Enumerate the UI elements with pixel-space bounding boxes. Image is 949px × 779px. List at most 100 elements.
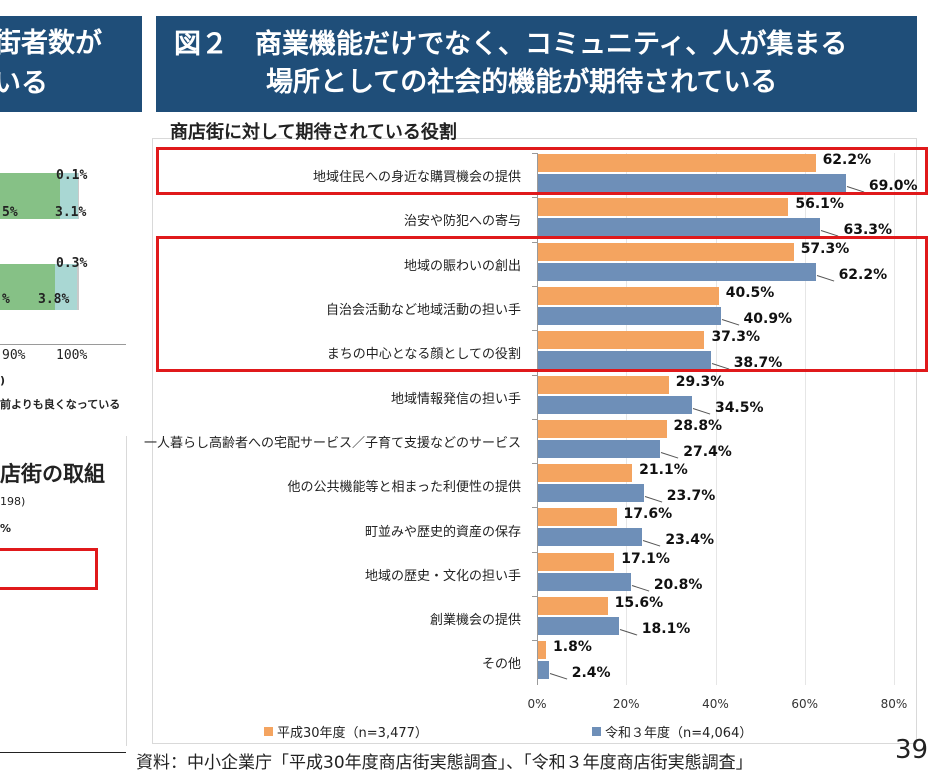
y-axis-line xyxy=(537,153,538,685)
category-label: 地域の賑わいの創出 xyxy=(403,258,521,274)
data-label-r3: 18.1% xyxy=(641,621,691,637)
legend-label-2: 令和３年度（n=4,064） xyxy=(605,726,753,741)
data-label-r3: 63.3% xyxy=(843,222,893,239)
chart-title: 商店街に対して期待されている役割 xyxy=(170,122,457,143)
left-bar-2-label-b: 3.8% xyxy=(38,292,70,307)
data-label-r3: 20.8% xyxy=(653,576,703,593)
left-bar-2-top-label: 0.3% xyxy=(56,256,88,271)
left-highlight-box xyxy=(0,548,98,590)
data-label-h30: 1.8% xyxy=(553,639,592,656)
x-tick-label-40: 40% xyxy=(702,696,729,711)
data-label-r3: 34.5% xyxy=(714,399,764,416)
x-tick-label-0: 0% xyxy=(527,696,547,711)
y-tick-8 xyxy=(532,507,537,509)
bar-h30 xyxy=(538,375,669,394)
y-tick-7 xyxy=(532,463,537,465)
left-pct: % xyxy=(0,522,12,535)
data-label-h30: 37.3% xyxy=(711,329,761,346)
highlight-box-2 xyxy=(156,235,928,373)
left-heading: 店街の取組 xyxy=(0,462,105,486)
bar-h30 xyxy=(538,597,608,615)
left-axis-tick-100: 100% xyxy=(56,348,88,363)
legend-swatch-blue xyxy=(592,727,601,736)
category-label: 自治会活動など地域活動の担い手 xyxy=(325,303,521,319)
left-bottom-rule xyxy=(0,752,126,753)
y-tick-5 xyxy=(532,374,537,376)
data-label-h30: 56.1% xyxy=(795,196,844,213)
legend-swatch-orange xyxy=(264,727,273,736)
bar-h30 xyxy=(538,286,719,305)
data-label-h30: 40.5% xyxy=(725,284,775,301)
bar-h30 xyxy=(538,331,705,350)
bar-r3 xyxy=(538,218,821,237)
left-bar-2-teal xyxy=(55,264,77,310)
y-tick-4 xyxy=(532,330,537,332)
category-label: その他 xyxy=(481,657,521,673)
bar-r3 xyxy=(538,617,619,635)
legend-series-2: 令和３年度（n=4,064） xyxy=(592,722,752,741)
category-label: 地域住民への身近な購買機会の提供 xyxy=(312,170,521,186)
figure-title-banner: 図２ 商業機能だけでなく、コミュニティ、人が集まる 場所としての社会的機能が期待… xyxy=(156,16,917,112)
bar-r3 xyxy=(538,661,549,680)
y-tick-10 xyxy=(532,596,537,597)
data-label-r3: 27.4% xyxy=(683,443,732,460)
data-label-r3: 2.4% xyxy=(571,665,611,682)
left-bar-2-label-a: % xyxy=(2,292,10,307)
data-label-r3: 38.7% xyxy=(733,355,783,372)
data-label-h30: 17.1% xyxy=(621,550,670,567)
y-tick-3 xyxy=(532,285,537,287)
left-axis-tick-90: 90% xyxy=(2,348,26,363)
data-label-r3: 23.7% xyxy=(666,488,716,505)
left-bar-1-label-a: 5% xyxy=(2,205,18,220)
data-label-h30: 15.6% xyxy=(614,595,664,611)
left-axis-line xyxy=(0,344,126,345)
y-tick-0 xyxy=(532,153,537,154)
source-note: 資料：中小企業庁「平成30年度商店街実態調査」、「令和３年度商店街実態調査」 xyxy=(136,753,753,773)
highlight-box-1 xyxy=(156,147,928,196)
data-label-r3: 69.0% xyxy=(868,178,918,194)
y-tick-6 xyxy=(532,418,537,420)
data-label-h30: 29.3% xyxy=(675,373,725,390)
bar-r3 xyxy=(538,439,661,458)
bar-r3 xyxy=(538,351,711,370)
gridline-80 xyxy=(894,153,895,685)
left-title-line2: いる xyxy=(0,68,48,99)
bar-r3 xyxy=(538,395,692,414)
y-tick-2 xyxy=(532,241,537,243)
left-bar-1-label-b: 3.1% xyxy=(55,205,87,220)
figure-title-line1: 図２ 商業機能だけでなく、コミュニティ、人が集まる xyxy=(174,29,848,60)
category-label: 創業機会の提供 xyxy=(429,613,521,629)
y-tick-11 xyxy=(532,640,537,642)
data-label-r3: 23.4% xyxy=(665,532,714,549)
data-label-h30: 28.8% xyxy=(673,417,723,434)
figure-title-line2: 場所としての社会的機能が期待されている xyxy=(266,67,778,98)
bar-h30 xyxy=(538,419,667,438)
bar-h30 xyxy=(538,464,633,483)
bar-h30 xyxy=(538,154,816,172)
gridline-60 xyxy=(804,153,806,685)
bar-r3 xyxy=(538,174,846,192)
left-note-2: 前よりも良くなっている xyxy=(0,398,121,411)
bar-h30 xyxy=(538,242,794,261)
category-label: 治安や防犯への寄与 xyxy=(403,214,521,230)
gridline-20 xyxy=(626,153,628,685)
x-tick-label-60: 60% xyxy=(791,696,819,711)
bar-r3 xyxy=(538,306,721,325)
bar-r3 xyxy=(538,262,816,281)
bar-r3 xyxy=(538,572,631,591)
data-label-r3: 40.9% xyxy=(743,310,793,327)
y-tick-1 xyxy=(532,197,537,199)
legend-series-1: 平成30年度（n=3,477） xyxy=(264,722,428,741)
category-label: 地域の歴史・文化の担い手 xyxy=(364,568,521,584)
left-title-banner: 街者数が いる xyxy=(0,16,142,112)
data-label-h30: 21.1% xyxy=(639,462,688,479)
y-tick-9 xyxy=(532,551,537,553)
left-bar-1-top-label: 0.1% xyxy=(56,168,88,183)
left-bar-1-green xyxy=(0,173,60,219)
bar-h30 xyxy=(538,552,615,571)
x-tick-label-20: 20% xyxy=(612,696,640,711)
left-bar-1-gray xyxy=(78,173,79,219)
data-label-h30: 62.2% xyxy=(822,152,872,168)
left-bar-2-green xyxy=(0,264,55,310)
category-label: 町並みや歴史的資産の保存 xyxy=(364,524,521,540)
